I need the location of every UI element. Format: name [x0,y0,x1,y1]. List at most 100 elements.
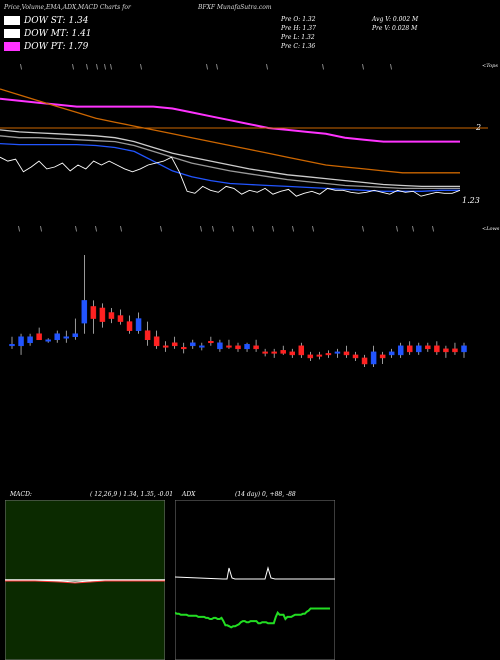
candle-body-48 [443,348,449,353]
low-marker-0: \ [18,226,20,233]
candle-body-10 [99,307,106,322]
legend-swatch-dow-pt [4,42,20,51]
candle-body-39 [361,357,368,365]
legend-swatch-dow-st [4,16,20,25]
top-marker-4: \ [104,64,106,71]
top-marker-3: \ [96,64,98,71]
label-2: 2 [475,123,481,132]
candle-body-17 [162,345,169,348]
macd-signal-line [5,580,165,584]
legend-label-dow-pt: DOW PT: 1.79 [24,41,89,52]
candle-body-34 [316,354,323,357]
candle-body-3 [36,333,42,341]
legend-swatch-dow-mt [4,29,20,38]
candle-body-14 [135,318,142,331]
adx-title: ADX [182,491,196,498]
candle-body-22 [208,341,214,344]
candle-body-9 [90,306,97,319]
top-marker-6: \ [140,64,142,71]
adx-chart [175,500,335,660]
top-marker-2: \ [86,64,88,71]
low-marker-4: \ [120,226,122,233]
ema-line-4 [0,142,460,192]
prev-low: Pre L: 1.32 [281,34,315,41]
candle-body-21 [199,345,205,348]
low-marker-6: \ [200,226,202,233]
chart-title-right: BFXF MunafaSutra.com [198,4,272,11]
candle-body-16 [153,336,160,347]
candle-body-27 [253,345,259,350]
legend-item-dow-mt: DOW MT: 1.41 [4,27,92,40]
candle-body-49 [452,348,458,353]
candle-body-50 [461,345,467,353]
macd-line [5,579,165,583]
candle-body-2 [27,336,33,344]
candle-body-4 [45,339,51,342]
candle-body-15 [144,330,151,341]
adx-line [175,607,330,629]
candle-body-33 [307,354,314,359]
candle-body-31 [289,351,295,356]
top-marker-9: \ [266,64,268,71]
prev-volume: Pre V: 0.028 M [372,25,418,32]
low-marker-3: \ [95,226,97,233]
candle-body-32 [298,345,305,356]
macd-chart [5,500,165,660]
low-marker-2: \ [75,226,77,233]
label-tops: <Tops [482,63,498,69]
candle-body-5 [54,333,60,341]
low-marker-5: \ [160,226,162,233]
prev-close: Pre C: 1.36 [281,43,316,50]
label-lows: <Lows [482,226,500,232]
candle-body-36 [334,351,341,354]
low-marker-11: \ [292,226,294,233]
candle-body-6 [63,336,69,339]
candle-body-44 [407,345,413,353]
tops-lows-markers: \ \ \ \ \ \ \ \ \ \ \ \ \ \ \ \ \ \ \ \ \ \ \ \ \ \ \ \ \ \ [18,64,434,233]
legend-item-dow-pt: DOW PT: 1.79 [4,40,92,53]
candle-body-40 [370,351,377,365]
top-marker-10: \ [322,64,324,71]
legend-label-dow-mt: DOW MT: 1.41 [24,28,92,39]
low-marker-15: \ [412,226,414,233]
low-marker-16: \ [432,226,434,233]
low-marker-12: \ [312,226,314,233]
di-line [175,566,335,580]
top-marker-1: \ [72,64,74,71]
legend: DOW ST: 1.34 DOW MT: 1.41 DOW PT: 1.79 [4,14,92,53]
top-marker-11: \ [362,64,364,71]
candle-body-38 [352,354,359,359]
price-line [0,156,461,197]
candle-body-37 [343,351,350,356]
candle-body-24 [226,345,232,348]
candle-body-29 [271,351,277,354]
candle-body-8 [81,300,88,324]
legend-label-dow-st: DOW ST: 1.34 [24,15,89,26]
candlesticks [9,255,467,367]
candle-body-45 [416,345,422,353]
ema-lines [0,88,460,192]
candle-body-1 [18,336,24,347]
top-marker-0: \ [20,64,22,71]
avg-volume: Avg V: 0.002 M [372,16,419,23]
candle-body-42 [388,351,395,356]
ema-line-1 [0,88,460,174]
price-close-line [0,156,461,197]
candle-body-47 [434,345,440,353]
candle-body-43 [397,345,404,356]
top-marker-5: \ [110,64,112,71]
ema-line-0 [0,97,460,143]
low-marker-1: \ [40,226,42,233]
legend-item-dow-st: DOW ST: 1.34 [4,14,92,27]
low-marker-10: \ [272,226,274,233]
ema-line-2 [0,129,460,188]
candle-body-30 [280,350,286,354]
low-marker-9: \ [252,226,254,233]
macd-params: ( 12,26,9 ) 1.34, 1.35, -0.01 [90,491,174,498]
ema-line-3 [0,135,460,190]
candle-body-12 [117,315,124,322]
candle-body-13 [126,321,133,331]
low-marker-8: \ [232,226,234,233]
candle-body-28 [262,351,268,354]
chart-title-left: Price,Volume,EMA,ADX,MACD Charts for [4,4,131,11]
